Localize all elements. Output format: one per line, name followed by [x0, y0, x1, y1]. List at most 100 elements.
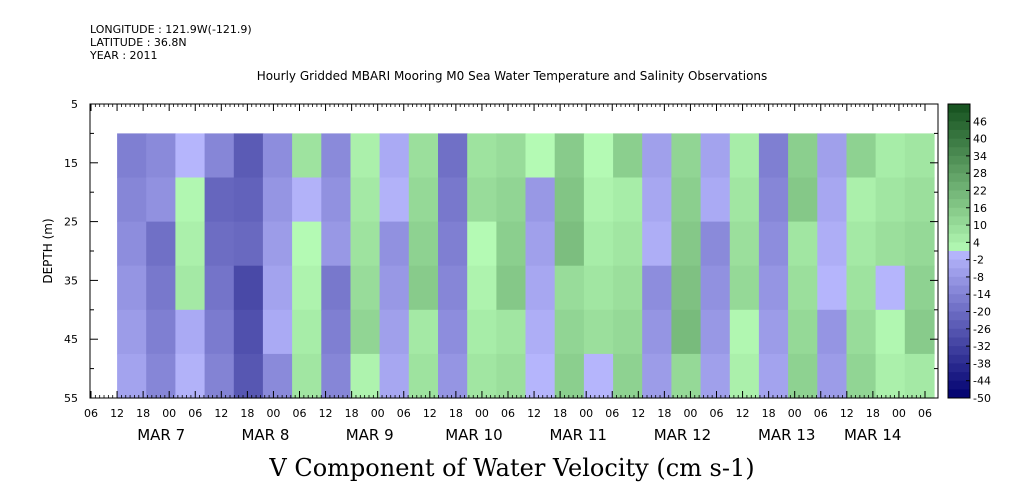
- heatmap-cell: [233, 265, 264, 311]
- x-hour-tick-label: 18: [657, 407, 671, 420]
- heatmap-cell: [671, 309, 702, 355]
- x-hour-tick-label: 18: [345, 407, 359, 420]
- heatmap-cell: [175, 221, 206, 267]
- heatmap-cell: [379, 177, 410, 223]
- heatmap-cell: [729, 177, 760, 223]
- heatmap-cell: [817, 221, 848, 267]
- heatmap-cell: [438, 133, 468, 179]
- x-hour-tick-label: 06: [814, 407, 828, 420]
- y-axis-label: DEPTH (m): [41, 218, 55, 283]
- x-day-label: MAR 8: [241, 426, 289, 444]
- heatmap-cell: [875, 177, 906, 223]
- colorbar-cell: [948, 268, 970, 278]
- x-day-label: MAR 13: [758, 426, 815, 444]
- heatmap-cell: [438, 353, 468, 399]
- heatmap-cell: [671, 353, 702, 399]
- heatmap-cell: [846, 133, 877, 179]
- colorbar-cell: [948, 121, 970, 131]
- heatmap-cell: [583, 353, 614, 399]
- heatmap-cell: [204, 265, 235, 311]
- heatmap-cell: [583, 309, 614, 355]
- heatmap-cell: [671, 177, 702, 223]
- x-hour-tick-label: 00: [266, 407, 280, 420]
- heatmap-cell: [204, 353, 235, 399]
- colorbar-cell: [948, 285, 970, 295]
- heatmap-cell: [583, 221, 614, 267]
- colorbar-cell: [948, 259, 970, 269]
- colorbar-cell: [948, 190, 970, 200]
- heatmap-cell: [467, 265, 497, 311]
- heatmap-cell: [904, 265, 935, 311]
- heatmap-cell: [350, 353, 381, 399]
- y-tick-label: 35: [64, 274, 78, 287]
- colorbar-label: 40: [973, 133, 987, 146]
- y-tick-label: 5: [71, 98, 78, 111]
- chart-title: Hourly Gridded MBARI Mooring M0 Sea Wate…: [257, 69, 768, 83]
- colorbar-cell: [948, 363, 970, 373]
- x-hour-tick-label: 12: [527, 407, 541, 420]
- heatmap-cell: [671, 221, 702, 267]
- colorbar-label: -50: [973, 392, 991, 405]
- heatmap-cell: [554, 133, 585, 179]
- heatmap-cell: [642, 265, 672, 311]
- heatmap-cell: [788, 133, 818, 179]
- heatmap-cell: [846, 177, 877, 223]
- heatmap-cell: [554, 309, 585, 355]
- heatmap-cell: [379, 265, 410, 311]
- x-hour-tick-label: 00: [475, 407, 489, 420]
- x-hour-tick-label: 00: [892, 407, 906, 420]
- heatmap-cell: [204, 309, 235, 355]
- heatmap-cell: [729, 309, 760, 355]
- heatmap-cell: [846, 221, 877, 267]
- x-hour-tick-label: 06: [605, 407, 619, 420]
- heatmap-cell: [846, 309, 877, 355]
- colorbar-label: -38: [973, 357, 991, 370]
- heatmap-cell: [700, 133, 731, 179]
- heatmap-cell: [525, 265, 556, 311]
- heatmap-cell: [758, 177, 789, 223]
- heatmap-cell: [233, 177, 264, 223]
- colorbar-label: 4: [973, 236, 980, 249]
- colorbar-cell: [948, 346, 970, 356]
- heatmap-cell: [583, 133, 614, 179]
- x-hour-tick-label: 00: [788, 407, 802, 420]
- heatmap-cell: [321, 177, 352, 223]
- heatmap-cell: [613, 133, 643, 179]
- heatmap-cell: [350, 221, 381, 267]
- colorbar-cell: [948, 207, 970, 217]
- heatmap-cell: [408, 265, 439, 311]
- heatmap-cell: [117, 177, 147, 223]
- heatmap-cell: [817, 265, 848, 311]
- x-hour-tick-label: 12: [631, 407, 645, 420]
- heatmap-cell: [904, 353, 935, 399]
- heatmap-cell: [729, 265, 760, 311]
- heatmap-cell: [146, 353, 176, 399]
- colorbar-cell: [948, 294, 970, 304]
- colorbar-label: -2: [973, 254, 984, 267]
- x-hour-tick-label: 06: [710, 407, 724, 420]
- colorbar-cell: [948, 147, 970, 157]
- heatmap-cell: [729, 353, 760, 399]
- heatmap-cell: [642, 133, 672, 179]
- heatmap-cell: [758, 309, 789, 355]
- heatmap-cell: [292, 265, 322, 311]
- colorbar-cell: [948, 328, 970, 338]
- x-hour-tick-label: 18: [449, 407, 463, 420]
- heatmap-cell: [788, 309, 818, 355]
- colorbar-label: -14: [973, 288, 991, 301]
- x-hour-tick-label: 00: [579, 407, 593, 420]
- heatmap-cell: [292, 353, 322, 399]
- heatmap-cell: [554, 265, 585, 311]
- heatmap-cell: [117, 309, 147, 355]
- heatmap-cell: [875, 265, 906, 311]
- heatmap-cell: [438, 309, 468, 355]
- heatmap-cell: [350, 177, 381, 223]
- colorbar-cell: [948, 242, 970, 252]
- heatmap-cell: [700, 309, 731, 355]
- heatmap-cell: [613, 265, 643, 311]
- colorbar-cell: [948, 302, 970, 312]
- x-hour-tick-label: 18: [762, 407, 776, 420]
- heatmap-cell: [321, 353, 352, 399]
- heatmap-cell: [583, 177, 614, 223]
- heatmap-cell: [788, 177, 818, 223]
